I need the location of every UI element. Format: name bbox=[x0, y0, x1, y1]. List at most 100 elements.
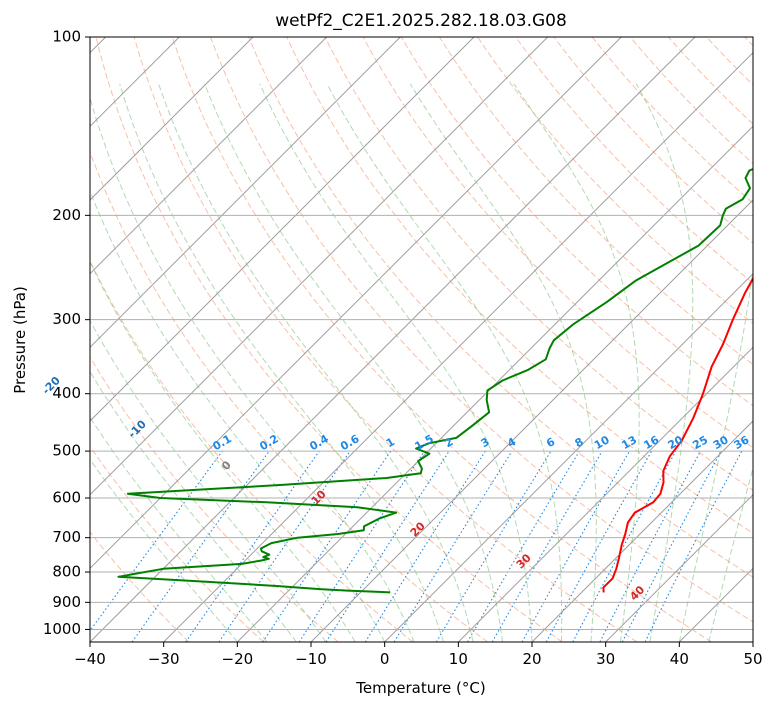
isopleth-labels: -100-90-80-70-60-50-40-30-20-10010203040… bbox=[40, 374, 752, 603]
isotherm-line bbox=[90, 37, 696, 642]
dry-adiabat-line bbox=[668, 37, 753, 125]
mixing-ratio-line bbox=[572, 450, 677, 642]
x-tick-label: 40 bbox=[670, 650, 689, 668]
dry-adiabat-line bbox=[629, 37, 753, 165]
isotherm-line bbox=[531, 420, 753, 642]
mixing-ratio-line bbox=[325, 450, 450, 642]
isotherm-line bbox=[90, 37, 254, 201]
dry-adiabat-label: 20 bbox=[408, 519, 428, 539]
mixing-ratio-line bbox=[185, 450, 320, 642]
isotherm-line bbox=[457, 346, 753, 642]
mixing-ratio-label: 4 bbox=[505, 435, 518, 450]
x-tick-label: −30 bbox=[148, 650, 180, 668]
dry-adiabat-line bbox=[286, 37, 753, 534]
dry-adiabat-line bbox=[706, 37, 753, 86]
isotherm-line bbox=[310, 199, 753, 642]
y-tick-label: 200 bbox=[52, 206, 81, 224]
y-tick-label: 100 bbox=[52, 28, 81, 46]
background-lines bbox=[90, 37, 753, 642]
dry-adiabat-line bbox=[248, 37, 753, 578]
dry-adiabat-line bbox=[324, 37, 753, 491]
y-axis-label: Pressure (hPa) bbox=[11, 286, 29, 394]
moist-adiabat-line bbox=[90, 319, 327, 642]
x-tick-label: −10 bbox=[295, 650, 327, 668]
moist-adiabat-line bbox=[708, 466, 753, 642]
mixing-ratio-label: 0.1 bbox=[210, 432, 233, 453]
isotherm-line bbox=[90, 37, 475, 422]
dry-adiabat-line bbox=[90, 259, 414, 642]
dry-adiabat-line bbox=[400, 37, 753, 407]
dry-adiabat-line bbox=[95, 37, 563, 642]
x-axis-label: Temperature (°C) bbox=[355, 679, 485, 697]
mixing-ratio-label: 0.4 bbox=[307, 432, 331, 453]
y-tick-label: 300 bbox=[52, 310, 81, 328]
mixing-ratio-line bbox=[393, 450, 513, 642]
axis-ticks: −40 −30 −20 −10 0 10 20 30 40 5010009008007006005… bbox=[43, 28, 763, 669]
y-tick-label: 900 bbox=[52, 593, 81, 611]
isotherm-line bbox=[90, 37, 401, 349]
y-tick-label: 800 bbox=[52, 563, 81, 581]
moist-adiabat-line bbox=[90, 96, 415, 642]
y-tick-label: 700 bbox=[52, 528, 81, 546]
mixing-ratio-label: 16 bbox=[641, 433, 661, 452]
mixing-ratio-label: 0.6 bbox=[338, 432, 362, 453]
moist-adiabat-line bbox=[635, 83, 694, 642]
x-tick-label: 30 bbox=[596, 650, 615, 668]
isotherm-line bbox=[90, 37, 622, 570]
isotherm-line bbox=[90, 37, 328, 275]
x-tick-label: −40 bbox=[74, 650, 106, 668]
moist-adiabat-line bbox=[678, 83, 753, 642]
dry-adiabat-label: -10 bbox=[126, 417, 149, 440]
mixing-ratio-line bbox=[90, 450, 223, 632]
isotherm-line bbox=[384, 272, 753, 642]
moist-adiabat-line bbox=[90, 189, 386, 642]
isotherm-line bbox=[605, 493, 753, 642]
isotherm-line bbox=[90, 37, 549, 496]
mixing-ratio-line bbox=[364, 450, 486, 642]
dry-adiabat-line bbox=[133, 37, 638, 642]
dry-adiabat-line bbox=[90, 356, 339, 642]
mixing-ratio-label: 6 bbox=[544, 435, 557, 450]
mixing-ratio-line bbox=[131, 450, 270, 642]
mixing-ratio-label: 2 bbox=[442, 435, 455, 450]
dry-adiabat-line bbox=[591, 37, 753, 204]
x-tick-label: 50 bbox=[743, 650, 762, 668]
mixing-ratio-line bbox=[545, 450, 653, 642]
isotherm-line bbox=[236, 125, 753, 642]
isotherm-line bbox=[163, 51, 753, 642]
profile-line bbox=[602, 276, 753, 593]
dry-adiabat-line bbox=[90, 531, 190, 642]
dry-adiabat-label: 30 bbox=[514, 551, 534, 571]
y-tick-label: 600 bbox=[52, 489, 81, 507]
dry-adiabat-line bbox=[477, 37, 753, 325]
mixing-ratio-label: 1.5 bbox=[412, 432, 435, 453]
moist-adiabat-line bbox=[259, 83, 533, 642]
isotherm-line bbox=[678, 567, 753, 642]
profiles bbox=[117, 168, 753, 594]
chart-title: wetPf2_C2E1.2025.282.18.03.G08 bbox=[275, 11, 567, 31]
moist-adiabat-line bbox=[90, 260, 356, 642]
mixing-ratio-line bbox=[467, 450, 580, 642]
mixing-ratio-label: 13 bbox=[619, 433, 639, 452]
mixing-ratio-line bbox=[218, 450, 351, 642]
isotherm-line bbox=[752, 641, 753, 642]
dry-adiabat-line bbox=[438, 37, 753, 366]
mixing-ratio-label: 30 bbox=[711, 433, 731, 452]
moist-adiabat-line bbox=[513, 83, 640, 642]
moist-adiabat-line bbox=[204, 83, 503, 642]
y-tick-label: 1000 bbox=[43, 620, 81, 638]
dry-adiabat-line bbox=[744, 37, 753, 47]
mixing-ratio-line bbox=[521, 450, 630, 642]
dry-adiabat-line bbox=[210, 37, 753, 623]
dry-adiabat-line bbox=[90, 150, 488, 642]
y-tick-label: 400 bbox=[52, 384, 81, 402]
moist-adiabat-line bbox=[158, 83, 474, 642]
dry-adiabat-label: 40 bbox=[627, 583, 647, 603]
dry-adiabat-line bbox=[515, 37, 753, 284]
dry-adiabat-label: 0 bbox=[219, 458, 234, 473]
dry-adiabat-line bbox=[553, 37, 753, 244]
dry-adiabat-line bbox=[90, 445, 264, 642]
x-tick-label: 10 bbox=[449, 650, 468, 668]
